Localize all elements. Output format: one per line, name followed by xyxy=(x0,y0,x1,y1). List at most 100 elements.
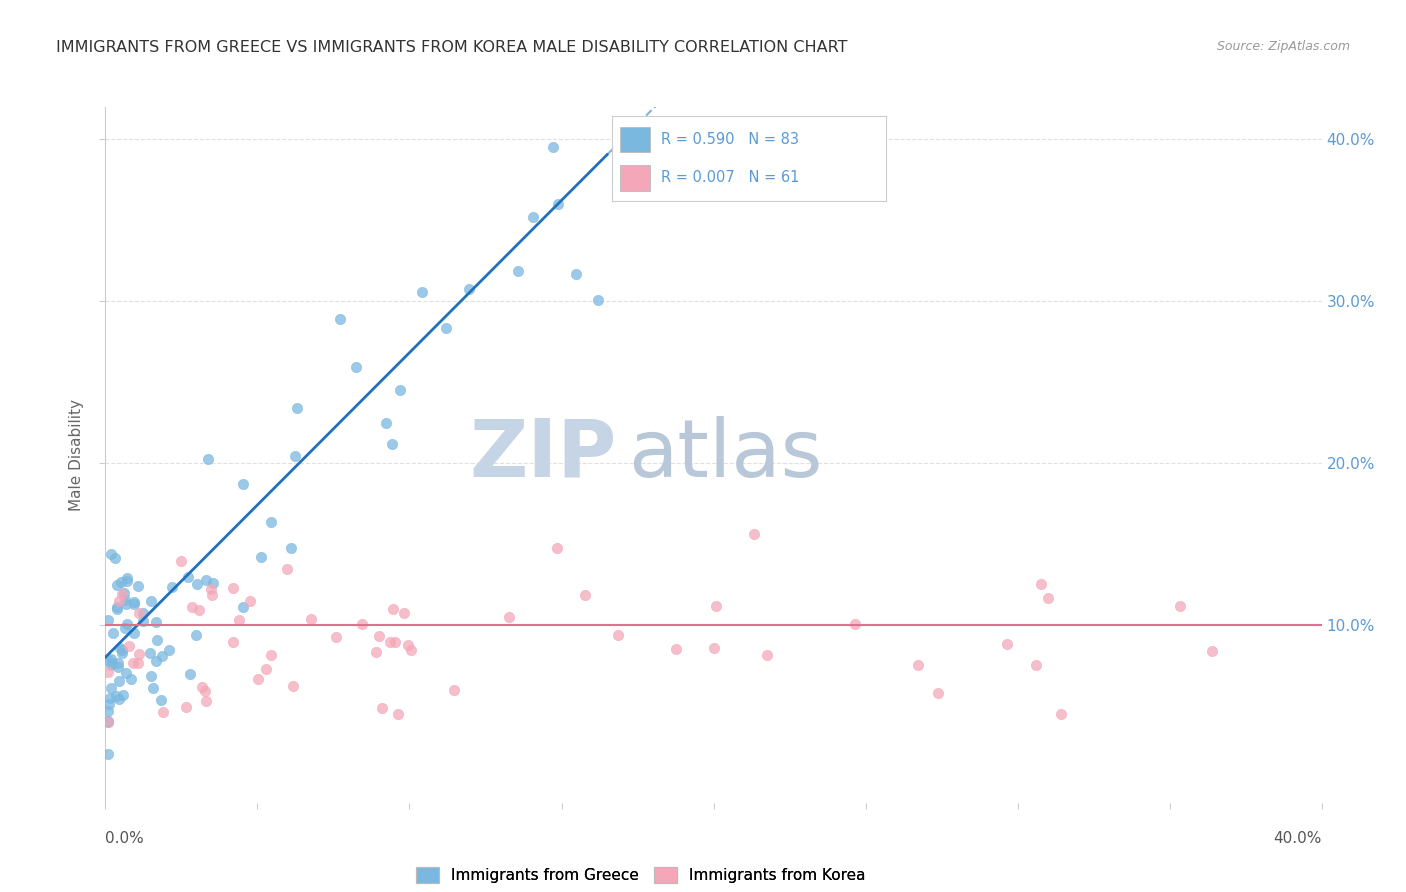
Point xyxy=(112,586,135,600)
Point xyxy=(191,680,214,694)
Point xyxy=(145,654,167,668)
Point xyxy=(281,679,304,693)
Text: IMMIGRANTS FROM GREECE VS IMMIGRANTS FROM KOREA MALE DISABILITY CORRELATION CHAR: IMMIGRANTS FROM GREECE VS IMMIGRANTS FRO… xyxy=(56,40,848,55)
Point xyxy=(381,437,404,451)
Point xyxy=(107,656,129,670)
Point xyxy=(101,656,124,670)
Point xyxy=(436,320,458,334)
Point xyxy=(100,657,122,672)
Point xyxy=(97,697,120,711)
Point xyxy=(139,669,162,683)
Point xyxy=(388,383,411,397)
Point xyxy=(114,592,136,607)
Point xyxy=(384,635,406,649)
Point xyxy=(367,629,389,643)
Text: ZIP: ZIP xyxy=(470,416,616,494)
FancyBboxPatch shape xyxy=(620,165,650,191)
Point xyxy=(239,594,262,608)
Point xyxy=(145,633,167,648)
Text: atlas: atlas xyxy=(628,416,823,494)
Point xyxy=(443,683,465,698)
Point xyxy=(108,593,131,607)
Point xyxy=(565,267,588,281)
Point xyxy=(366,645,388,659)
Point xyxy=(246,672,269,686)
Point xyxy=(232,599,254,614)
Point xyxy=(128,606,150,620)
Point xyxy=(111,646,134,660)
Point xyxy=(541,140,564,154)
Point xyxy=(907,657,929,672)
Point xyxy=(703,640,725,655)
Point xyxy=(457,282,479,296)
Point xyxy=(1201,644,1223,658)
Point xyxy=(142,681,165,695)
Point xyxy=(927,686,949,700)
Point xyxy=(1036,591,1059,606)
Point xyxy=(201,575,224,590)
Point xyxy=(665,642,688,657)
Text: Source: ZipAtlas.com: Source: ZipAtlas.com xyxy=(1216,40,1350,54)
Point xyxy=(108,692,131,706)
Point xyxy=(387,706,409,721)
Text: R = 0.590   N = 83: R = 0.590 N = 83 xyxy=(661,132,799,147)
Point xyxy=(97,714,120,729)
Point xyxy=(280,541,302,556)
Point xyxy=(396,638,419,652)
Point xyxy=(150,693,173,707)
Point xyxy=(107,660,129,674)
Point xyxy=(105,690,128,704)
Point xyxy=(97,747,120,762)
Point xyxy=(150,649,173,664)
Point xyxy=(195,573,218,587)
Point xyxy=(105,601,128,615)
Point xyxy=(1029,577,1052,591)
Point xyxy=(128,647,150,661)
Point xyxy=(179,667,201,681)
Point xyxy=(114,621,136,635)
Point xyxy=(201,588,224,602)
Point xyxy=(401,643,423,657)
Point xyxy=(186,577,208,591)
Point xyxy=(97,705,120,719)
Point xyxy=(259,515,281,529)
Point xyxy=(704,599,727,614)
Point xyxy=(188,603,211,617)
Point xyxy=(1168,599,1191,614)
Point xyxy=(329,312,352,326)
Point xyxy=(97,714,120,729)
Point xyxy=(382,602,405,616)
Point xyxy=(97,653,120,667)
Point xyxy=(104,551,127,566)
Point xyxy=(186,628,208,642)
Point xyxy=(145,615,167,629)
Point xyxy=(112,688,135,702)
Point xyxy=(176,570,198,584)
Text: 0.0%: 0.0% xyxy=(105,831,145,846)
Point xyxy=(100,547,122,561)
Point xyxy=(152,705,174,719)
Point xyxy=(606,627,628,641)
Point xyxy=(181,599,204,614)
Point xyxy=(276,561,298,575)
Point xyxy=(574,588,596,602)
Point xyxy=(411,285,433,299)
Point xyxy=(115,666,138,681)
Point xyxy=(250,550,273,565)
Point xyxy=(508,263,530,277)
Point xyxy=(547,196,569,211)
Point xyxy=(1050,706,1073,721)
Point xyxy=(98,691,121,706)
Text: R = 0.007   N = 61: R = 0.007 N = 61 xyxy=(661,170,800,186)
FancyBboxPatch shape xyxy=(620,127,650,153)
Point xyxy=(200,582,222,597)
Point xyxy=(285,401,308,415)
Point xyxy=(352,617,374,632)
Point xyxy=(105,577,128,591)
Point xyxy=(115,574,138,589)
Point xyxy=(194,684,217,698)
Point xyxy=(284,449,307,463)
Point xyxy=(139,646,162,660)
Point xyxy=(117,571,139,585)
Point xyxy=(97,665,120,680)
